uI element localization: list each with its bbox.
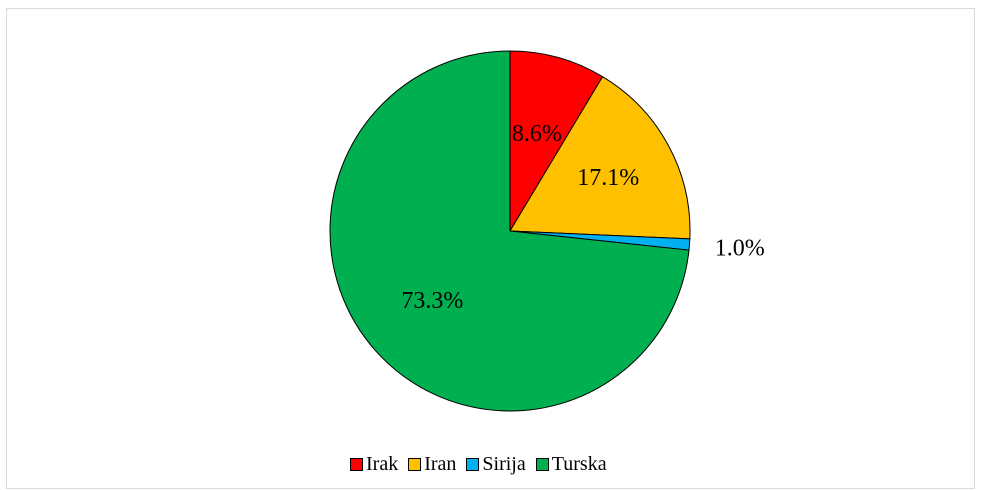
legend-swatch <box>466 457 480 471</box>
legend-item-iran: Iran <box>408 453 456 476</box>
legend-item-sirija: Sirija <box>466 452 526 476</box>
legend-item-turska: Turska <box>535 452 607 476</box>
legend-swatch <box>535 457 549 471</box>
data-label-irak: 8.6% <box>512 121 562 147</box>
data-label-iran: 17.1% <box>577 165 639 191</box>
pie-slice-turska <box>329 50 690 412</box>
pie-slices <box>329 50 691 412</box>
legend-swatch <box>350 457 363 471</box>
pie-slice-iran <box>509 75 691 240</box>
legend-label: Irak <box>366 452 399 475</box>
legend-label: Sirija <box>482 452 526 475</box>
legend-label: Iran <box>424 452 457 475</box>
data-label-sirija: 1.0% <box>715 235 765 261</box>
pie-data-labels: 8.6% 17.1% 1.0% 73.3% <box>401 121 764 314</box>
legend-swatch <box>408 457 422 471</box>
legend: Irak Iran Sirija Turska <box>350 452 617 476</box>
data-label-turska: 73.3% <box>401 288 463 314</box>
legend-label: Turska <box>551 452 607 475</box>
legend-item-irak: Irak <box>350 453 398 476</box>
pie-slice-irak <box>509 50 604 233</box>
